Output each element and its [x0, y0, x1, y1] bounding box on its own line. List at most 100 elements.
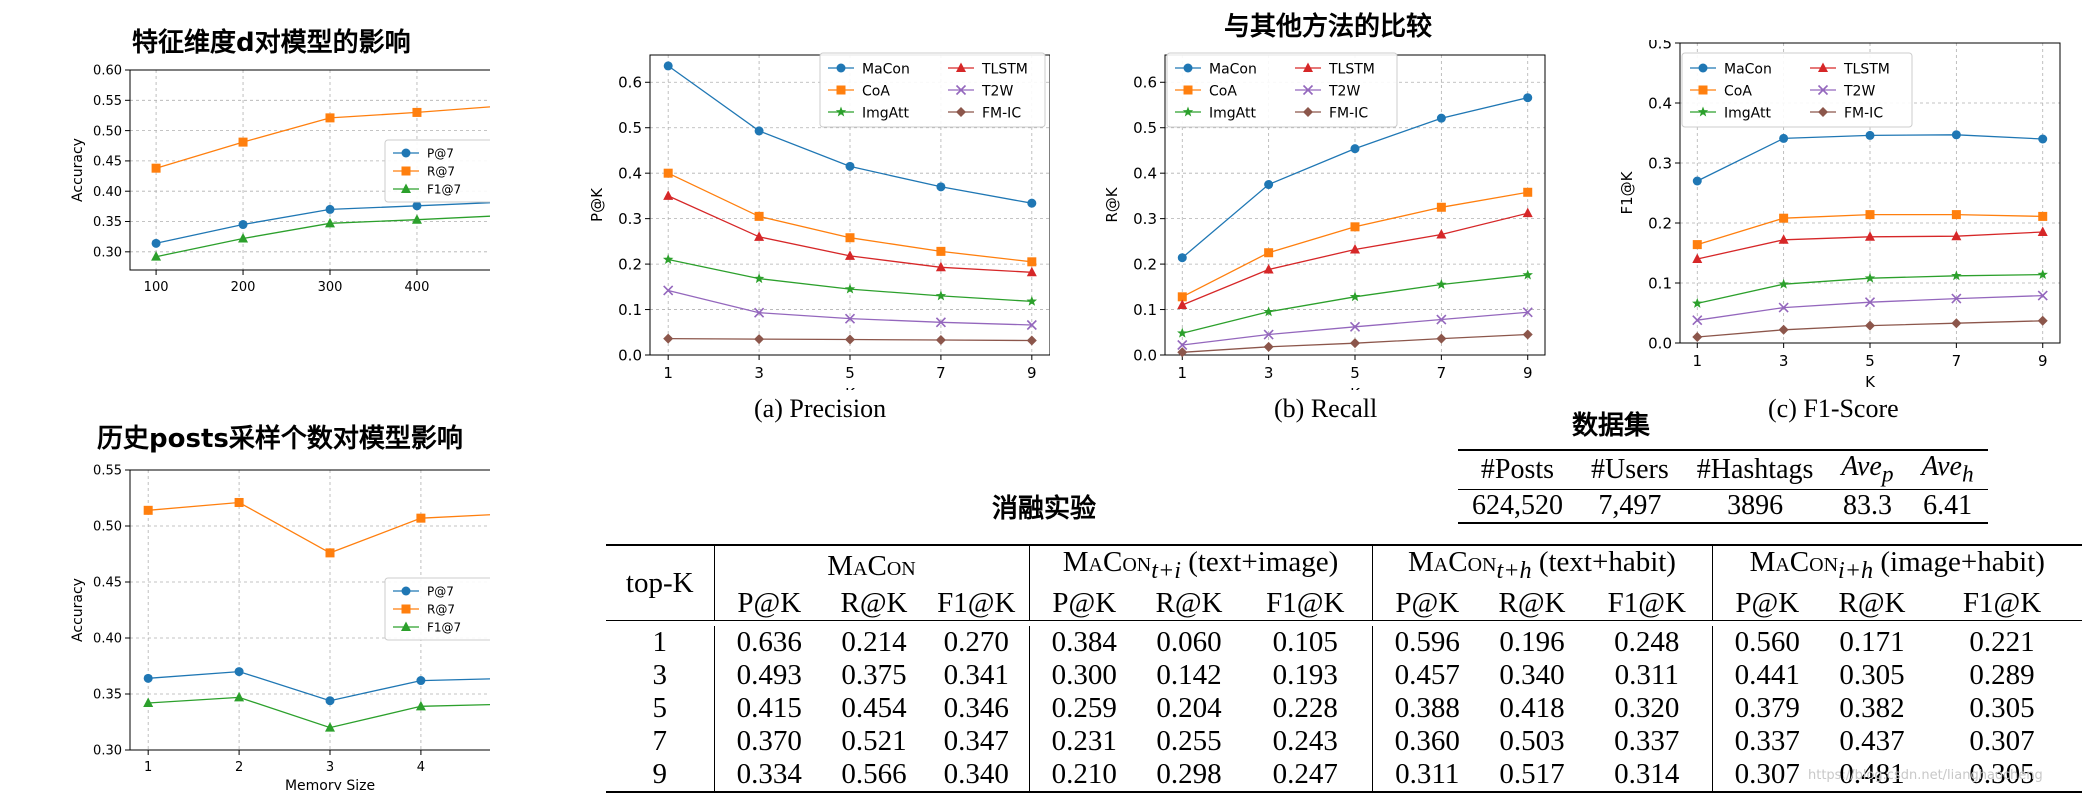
dataset-header-aveh-label: Ave [1921, 451, 1962, 482]
legend-item: T2W [1295, 83, 1360, 99]
y-tick-label: 0.6 [1133, 74, 1157, 92]
ablation-metric-header: F1@K [1239, 586, 1373, 621]
ablation-value-cell: 0.370 [736, 725, 802, 758]
data-point [1436, 279, 1447, 289]
y-tick-label: 0.45 [93, 155, 122, 170]
y-tick-label: 0.35 [93, 215, 122, 230]
watermark: https://blog.csdn.net/lianghaocheng [1808, 768, 2043, 783]
legend-label: ImgAtt [862, 105, 909, 121]
ablation-value-cell: 0.307 [1969, 725, 2035, 758]
ablation-value-cell: 0.320 [1582, 691, 1713, 725]
data-point [1263, 329, 1274, 340]
table-row: 9 0.334 0.566 0.340 0.210 0.298 0.247 0.311 0.51… [606, 757, 2082, 793]
ablation-value-cell: 0.060 [1156, 626, 1222, 659]
legend-marker [1183, 85, 1193, 95]
ablation-value-cell: 0.142 [1156, 659, 1222, 692]
y-tick-label: 0.0 [618, 346, 642, 364]
data-point [1177, 299, 1188, 309]
ablation-value-cell: 0.289 [1969, 659, 2035, 692]
series-imgatt [1177, 269, 1533, 338]
data-point [1349, 291, 1361, 302]
ablation-body: 1 0.636 0.214 0.270 0.384 0.060 0.105 0.596 0.19… [606, 625, 2082, 793]
legend-item: TLSTM [1810, 61, 1890, 77]
series-t2w [663, 285, 1037, 331]
ablation-metric-header: F1@K [1582, 586, 1713, 621]
data-point [1436, 314, 1447, 325]
ablation-group-1-sub: t+i [1151, 556, 1181, 584]
y-tick-label: 0.40 [93, 185, 122, 200]
data-point [1349, 321, 1361, 332]
data-point [845, 233, 855, 243]
data-point [2038, 134, 2048, 144]
data-point [416, 676, 426, 686]
ablation-value-cell: 0.247 [1239, 757, 1373, 793]
dataset-header-posts: #Posts [1458, 448, 1577, 490]
y-tick-label: 0.45 [93, 576, 122, 591]
ablation-metric-header: R@K [1139, 586, 1239, 621]
series-fm-ic [663, 333, 1037, 346]
y-tick-label: 0.30 [93, 245, 122, 260]
data-point [1027, 257, 1037, 267]
legend-label: F1@7 [427, 183, 461, 197]
legend-marker [1697, 106, 1709, 117]
ablation-group-text-habit: MaCont+h (text+habit) [1372, 544, 1713, 587]
data-point [1692, 240, 1702, 250]
data-point [1522, 307, 1533, 318]
data-point [2038, 211, 2048, 221]
series-fm-ic [1692, 315, 2048, 342]
y-axis-label: P@K [590, 187, 606, 222]
legend-marker [1817, 84, 1829, 96]
legend-label: R@7 [427, 603, 455, 617]
legend: MaCon CoA ImgAtt TLSTM T2W FM-IC [1166, 52, 1398, 128]
legend-item: T2W [1810, 83, 1875, 99]
data-point [1692, 315, 1703, 326]
ablation-value-cell: 0.259 [1051, 692, 1117, 725]
legend-label: MaCon [1209, 61, 1257, 77]
legend-label: TLSTM [981, 61, 1028, 77]
legend-marker [401, 148, 411, 158]
data-point [1865, 130, 1875, 140]
data-point [754, 231, 765, 241]
ablation-value-cell: 0.196 [1499, 626, 1565, 659]
ablation-metric-header: R@K [824, 586, 924, 621]
data-point [1350, 244, 1360, 254]
data-point [1350, 144, 1360, 154]
ablation-group-image-habit: MaConi+h (image+habit) [1712, 544, 2082, 587]
x-tick-label: 9 [1027, 364, 1037, 382]
legend-label: CoA [862, 83, 890, 99]
data-point [234, 497, 244, 507]
legend-label: CoA [1724, 83, 1752, 99]
data-point [325, 204, 335, 214]
ablation-value-cell: 0.305 [1969, 692, 2035, 725]
ablation-value-cell: 0.305 [1839, 659, 1905, 692]
data-point [1350, 222, 1360, 232]
data-point [1522, 269, 1533, 280]
legend-label: TLSTM [1843, 61, 1890, 77]
series-tlstm [663, 190, 1037, 277]
series-line [148, 670, 490, 702]
y-tick-label: 0.2 [618, 255, 642, 273]
data-point [1951, 210, 1961, 220]
x-axis-label: K [1350, 385, 1361, 390]
legend-marker [956, 62, 966, 72]
y-tick-label: 0.30 [93, 744, 122, 759]
y-tick-label: 0.3 [618, 210, 642, 228]
series-tlstm [1177, 207, 1533, 309]
data-point [1864, 297, 1876, 308]
x-tick-label: 400 [405, 280, 430, 295]
data-point [1951, 130, 1961, 140]
data-point [1778, 324, 1789, 335]
dataset-header-avep: Avep [1827, 448, 1908, 490]
ablation-group-macon: MaCon [714, 544, 1030, 587]
dataset-header-aveh-sub: h [1961, 461, 1974, 488]
data-point [1865, 210, 1875, 220]
data-point [1264, 180, 1274, 190]
legend: MaCon CoA ImgAtt TLSTM T2W FM-IC [819, 52, 1046, 128]
recall-caption: (b) Recall [1274, 394, 1378, 423]
y-axis-label: F1@K [1618, 170, 1636, 214]
y-axis-label: Accuracy [70, 578, 86, 642]
legend-marker [1303, 107, 1313, 117]
ablation-value-cell: 0.560 [1734, 626, 1800, 659]
y-tick-label: 0.1 [1648, 274, 1672, 292]
data-point [416, 513, 426, 523]
